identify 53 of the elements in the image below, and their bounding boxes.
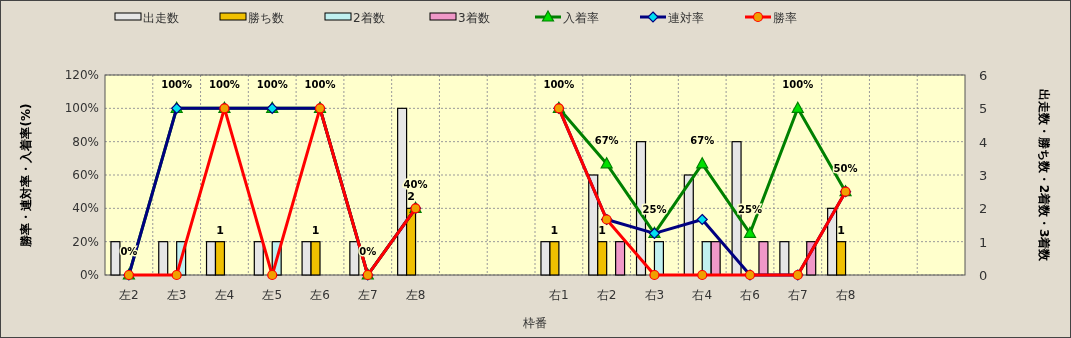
x-tick-label: 左3 bbox=[166, 288, 187, 302]
x-tick-label: 右1 bbox=[549, 288, 569, 302]
x-tick-label: 左5 bbox=[262, 288, 283, 302]
legend-label: 2着数 bbox=[353, 11, 385, 25]
data-label: 2 bbox=[407, 190, 415, 204]
y2-tick-label: 0 bbox=[979, 268, 988, 283]
legend-label: 勝ち数 bbox=[248, 11, 284, 25]
y2-tick-label: 4 bbox=[979, 134, 988, 150]
x-tick-label: 右6 bbox=[740, 288, 760, 302]
data-label: 100% bbox=[543, 79, 575, 91]
y2-tick-label: 1 bbox=[979, 234, 988, 250]
x-tick-label: 左2 bbox=[119, 288, 139, 302]
data-label: 1 bbox=[598, 223, 607, 237]
x-tick-label: 右2 bbox=[596, 288, 617, 302]
x-axis-title: 枠番 bbox=[522, 316, 547, 330]
data-label: 50% bbox=[833, 162, 858, 174]
data-label: 1 bbox=[837, 223, 845, 237]
y-tick-label: 80% bbox=[72, 134, 99, 149]
y2-tick-label: 2 bbox=[979, 201, 988, 217]
data-label: 1 bbox=[311, 223, 320, 237]
legend-label: 勝率 bbox=[773, 11, 797, 25]
x-tick-label: 右7 bbox=[787, 288, 808, 302]
legend-label: 連対率 bbox=[668, 11, 704, 25]
y2-tick-label: 5 bbox=[979, 101, 988, 117]
y-tick-label: 20% bbox=[72, 234, 99, 249]
data-label: 67% bbox=[594, 134, 619, 146]
x-tick-label: 右4 bbox=[692, 288, 713, 302]
y-axis-title: 勝率・連対率・入着率(%) bbox=[19, 103, 33, 248]
y-tick-label: 100% bbox=[64, 101, 99, 116]
data-label: 100% bbox=[161, 79, 193, 91]
x-tick-label: 左4 bbox=[214, 288, 235, 302]
data-label: 1 bbox=[550, 223, 559, 237]
data-label: 1 bbox=[216, 223, 224, 237]
legend-label: 入着率 bbox=[563, 11, 599, 25]
y-tick-label: 60% bbox=[72, 168, 99, 182]
x-tick-label: 右3 bbox=[644, 288, 665, 302]
y-tick-label: 120% bbox=[64, 68, 99, 82]
y2-tick-label: 3 bbox=[979, 168, 988, 183]
y2-axis-title: 出走数・勝ち数・2着数・3着数 bbox=[1037, 88, 1051, 263]
y2-tick-label: 6 bbox=[979, 68, 988, 83]
x-tick-label: 左6 bbox=[310, 288, 330, 302]
legend-label: 3着数 bbox=[458, 11, 490, 25]
x-tick-label: 右8 bbox=[835, 288, 856, 302]
x-tick-label: 左7 bbox=[357, 288, 378, 302]
x-tick-label: 左8 bbox=[405, 288, 426, 302]
y-tick-label: 40% bbox=[72, 201, 99, 216]
legend-label: 出走数 bbox=[143, 11, 179, 25]
data-label: 67% bbox=[690, 134, 715, 146]
data-label: 100% bbox=[782, 79, 814, 91]
data-label: 100% bbox=[304, 79, 336, 91]
data-label: 100% bbox=[208, 79, 240, 91]
y-tick-label: 0% bbox=[79, 268, 99, 282]
data-label: 100% bbox=[256, 79, 288, 91]
